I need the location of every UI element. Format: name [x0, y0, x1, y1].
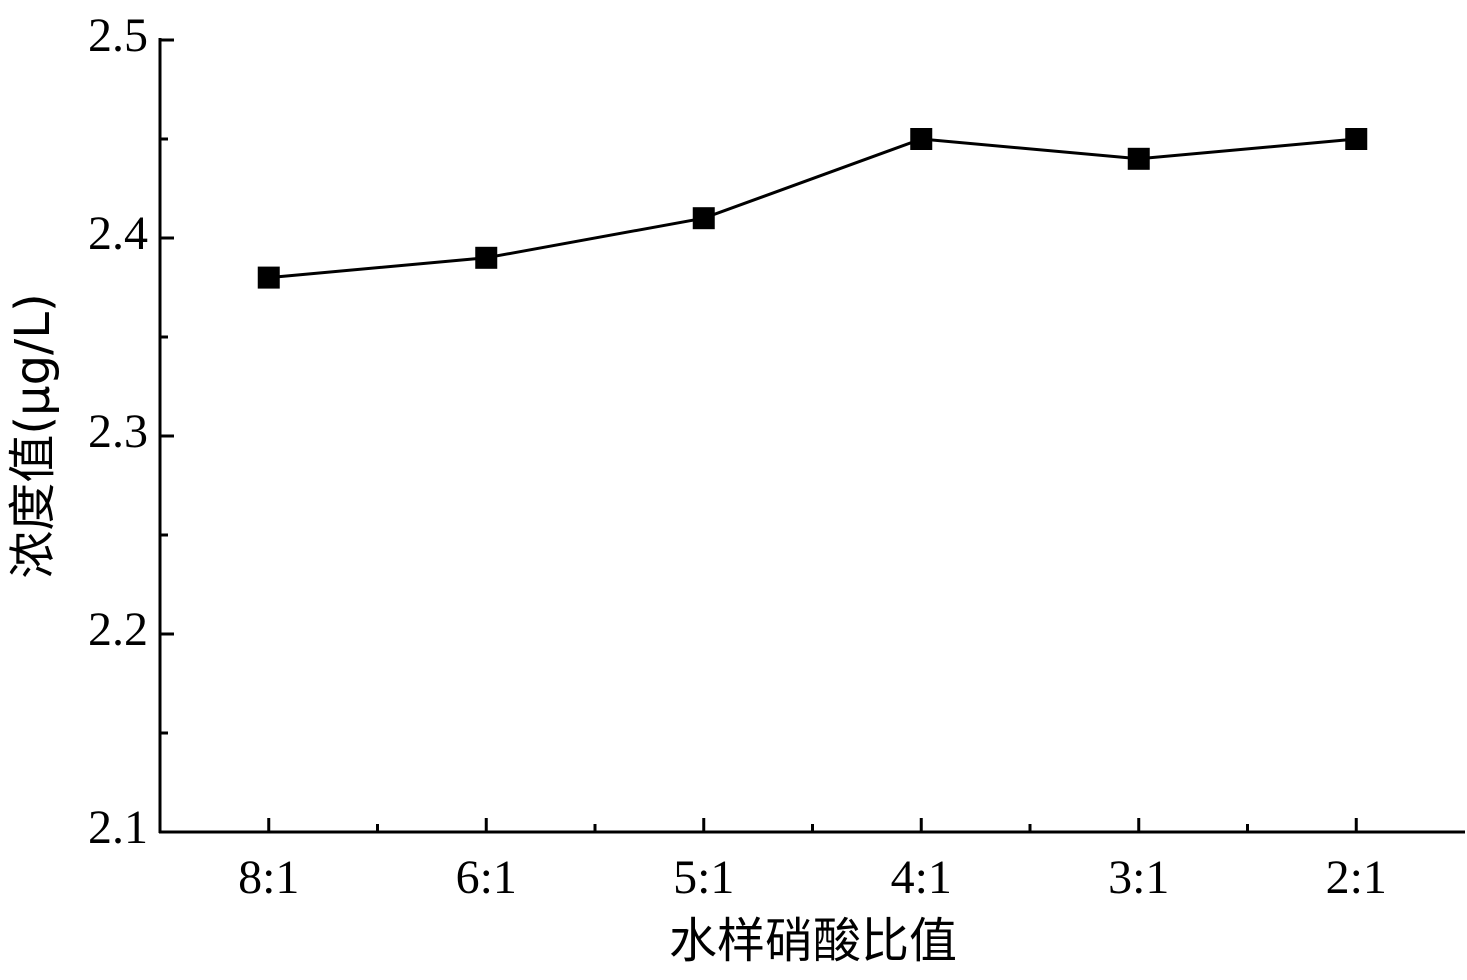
marker [257, 266, 280, 289]
x-tick-label: 5:1 [673, 851, 734, 904]
marker [1127, 147, 1150, 170]
x-tick-label: 2:1 [1326, 851, 1387, 904]
x-tick-label: 4:1 [891, 851, 952, 904]
x-axis-title: 水样硝酸比值 [669, 913, 957, 969]
marker [1345, 128, 1368, 150]
x-tick-label: 8:1 [238, 851, 299, 904]
marker [910, 128, 933, 150]
y-tick-label: 2.2 [88, 603, 148, 656]
line [268, 137, 1357, 280]
y-tick-label: 2.4 [88, 207, 148, 260]
y-tick-label: 2.5 [88, 9, 148, 62]
y-axis-title: 浓度值(μg/L) [5, 293, 61, 578]
y-tick-label: 2.1 [88, 801, 148, 854]
marker [475, 246, 498, 269]
y-tick-label: 2.3 [88, 405, 148, 458]
x-tick-label: 6:1 [456, 851, 517, 904]
x-tick-label: 3:1 [1108, 851, 1169, 904]
marker [692, 207, 715, 230]
